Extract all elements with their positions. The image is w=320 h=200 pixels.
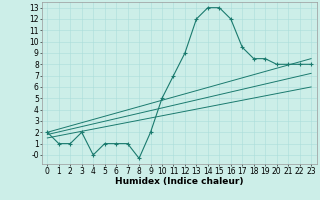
X-axis label: Humidex (Indice chaleur): Humidex (Indice chaleur) <box>115 177 244 186</box>
